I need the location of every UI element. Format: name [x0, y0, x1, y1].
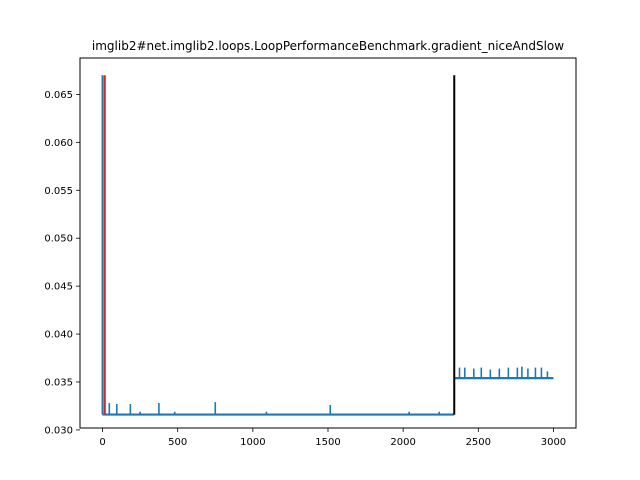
x-tick-label: 500: [168, 437, 187, 448]
y-tick-label: 0.040: [44, 330, 73, 341]
x-tick-label: 3000: [541, 437, 566, 448]
chart-title: imglib2#net.imglib2.loops.LoopPerformanc…: [92, 39, 564, 53]
x-axis-ticks: 0 500 1000 1500 2000 2500 3000: [99, 428, 566, 448]
y-tick-label: 0.045: [44, 282, 73, 293]
x-tick-label: 2000: [390, 437, 415, 448]
plot-area: [101, 75, 554, 416]
y-tick-label: 0.055: [44, 186, 73, 197]
axes-frame: [79, 57, 577, 429]
y-tick-label: 0.050: [44, 234, 73, 245]
y-tick-label: 0.035: [44, 377, 73, 388]
x-tick-label: 1000: [240, 437, 265, 448]
y-axis-ticks: 0.030 0.035 0.040 0.045 0.050 0.055 0.060 0.065: [44, 90, 80, 436]
y-tick-label: 0.030: [44, 425, 73, 436]
x-tick-label: 2500: [466, 437, 491, 448]
y-tick-label: 0.060: [44, 138, 73, 149]
x-tick-label: 1500: [315, 437, 340, 448]
y-tick-label: 0.065: [44, 90, 73, 101]
x-tick-label: 0: [99, 437, 105, 448]
